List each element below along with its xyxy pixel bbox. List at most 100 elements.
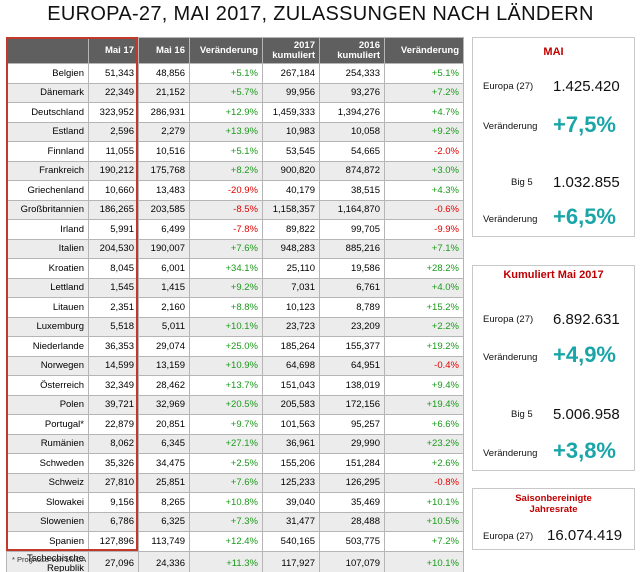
cell-mai16: 6,499	[138, 219, 190, 240]
cell-change: +7.6%	[189, 238, 263, 259]
cell-country: Frankreich	[6, 160, 89, 181]
cell-country: Litauen	[6, 297, 89, 318]
cell-mai17: 14,599	[88, 355, 139, 376]
cell-cum2017: 117,927	[262, 550, 320, 572]
cell-cum-change: +7.1%	[384, 238, 464, 259]
cell-cum2017: 205,583	[262, 394, 320, 415]
cell-mai16: 10,516	[138, 141, 190, 162]
cell-cum-change: -2.0%	[384, 141, 464, 162]
cell-mai16: 34,475	[138, 453, 190, 474]
table-row: Slowenien 6,786 6,325 +7.3% 31,477 28,488 +10.…	[6, 511, 464, 532]
cell-cum2017: 267,184	[262, 63, 320, 84]
panel-saison-europa-label: Europa (27)	[483, 531, 534, 542]
cell-cum2016: 93,276	[319, 82, 385, 103]
cell-cum2017: 948,283	[262, 238, 320, 259]
cell-mai17: 2,596	[88, 121, 139, 142]
cell-country: Norwegen	[6, 355, 89, 376]
cell-cum2017: 64,698	[262, 355, 320, 376]
table-row: Dänemark 22,349 21,152 +5.7% 99,956 93,276 +7.…	[6, 82, 464, 103]
table-row: Spanien 127,896 113,749 +12.4% 540,165 503,77…	[6, 531, 464, 552]
cell-cum2016: 138,019	[319, 375, 385, 396]
cell-cum-change: +5.1%	[384, 63, 464, 84]
cell-mai16: 2,160	[138, 297, 190, 318]
cell-change: +10.1%	[189, 316, 263, 337]
cell-cum-change: -0.6%	[384, 199, 464, 220]
cell-cum2016: 10,058	[319, 121, 385, 142]
cell-mai16: 8,265	[138, 492, 190, 513]
header-country	[6, 37, 89, 64]
cell-change: -8.5%	[189, 199, 263, 220]
cell-change: +12.4%	[189, 531, 263, 552]
panel-mai-big5-label: Big 5	[511, 177, 533, 188]
cell-cum2016: 155,377	[319, 336, 385, 357]
panel-mai-europa-label: Europa (27)	[483, 81, 534, 92]
panel-mai-chg-label: Veränderung	[483, 121, 538, 132]
cell-mai16: 2,279	[138, 121, 190, 142]
cell-cum-change: +19.4%	[384, 394, 464, 415]
cell-mai16: 29,074	[138, 336, 190, 357]
cell-cum2017: 7,031	[262, 277, 320, 298]
cell-mai16: 13,159	[138, 355, 190, 376]
table-row: Großbritannien 186,265 203,585 -8.5% 1,158,3…	[6, 199, 464, 220]
cell-cum-change: +3.0%	[384, 160, 464, 181]
cell-country: Rumänien	[6, 433, 89, 454]
table-row: Schweden 35,326 34,475 +2.5% 155,206 151,284 +…	[6, 453, 464, 474]
cell-mai16: 203,585	[138, 199, 190, 220]
cell-cum2016: 29,990	[319, 433, 385, 454]
panel-kum-heading: Kumuliert Mai 2017	[503, 269, 604, 281]
cell-change: +8.8%	[189, 297, 263, 318]
cell-country: Lettland	[6, 277, 89, 298]
cell-country: Slowenien	[6, 511, 89, 532]
panel-mai-europa-value: 1.425.420	[553, 78, 620, 95]
cell-mai16: 48,856	[138, 63, 190, 84]
cell-mai16: 20,851	[138, 414, 190, 435]
cell-cum2017: 101,563	[262, 414, 320, 435]
table-row: Irland 5,991 6,499 -7.8% 89,822 99,705 -9.9%	[6, 219, 464, 240]
cell-mai17: 10,660	[88, 180, 139, 201]
panel-kum-big5-chg-value: +3,8%	[553, 438, 616, 463]
page-title: EUROPA-27, MAI 2017, ZULASSUNGEN NACH LÄ…	[47, 3, 594, 25]
header-mai17: Mai 17	[88, 37, 139, 64]
table-header-row: Mai 17 Mai 16 Veränderung 2017 kumuliert…	[6, 37, 464, 64]
cell-change: +12.9%	[189, 102, 263, 123]
cell-cum2017: 155,206	[262, 453, 320, 474]
cell-mai16: 5,011	[138, 316, 190, 337]
table-row: Finnland 11,055 10,516 +5.1% 53,545 54,665 -2.…	[6, 141, 464, 162]
cell-cum2017: 53,545	[262, 141, 320, 162]
table-row: Polen 39,721 32,969 +20.5% 205,583 172,156 +19…	[6, 394, 464, 415]
cell-cum2016: 35,469	[319, 492, 385, 513]
cell-change: -7.8%	[189, 219, 263, 240]
cell-cum-change: +28.2%	[384, 258, 464, 279]
cell-country: Irland	[6, 219, 89, 240]
header-cum2016: 2016 kumuliert	[319, 37, 385, 64]
cell-mai17: 2,351	[88, 297, 139, 318]
cell-cum-change: +4.3%	[384, 180, 464, 201]
cell-cum-change: +9.2%	[384, 121, 464, 142]
cell-change: +9.7%	[189, 414, 263, 435]
cell-mai17: 8,062	[88, 433, 139, 454]
cell-cum2017: 36,961	[262, 433, 320, 454]
cell-cum2017: 39,040	[262, 492, 320, 513]
cell-cum2016: 254,333	[319, 63, 385, 84]
cell-country: Finnland	[6, 141, 89, 162]
cell-cum2016: 1,164,870	[319, 199, 385, 220]
cell-mai17: 11,055	[88, 141, 139, 162]
cell-mai17: 204,530	[88, 238, 139, 259]
table-row: Kroatien 8,045 6,001 +34.1% 25,110 19,586 +28.…	[6, 258, 464, 279]
header-mai16: Mai 16	[138, 37, 190, 64]
cell-cum2016: 8,789	[319, 297, 385, 318]
cell-mai17: 5,991	[88, 219, 139, 240]
panel-mai-chg-value: +7,5%	[553, 112, 616, 137]
panel-kum-big5-chg-label: Veränderung	[483, 448, 538, 459]
table-row: Italien 204,530 190,007 +7.6% 948,283 885,216…	[6, 238, 464, 259]
cell-change: +13.7%	[189, 375, 263, 396]
cell-mai16: 6,001	[138, 258, 190, 279]
cell-country: Dänemark	[6, 82, 89, 103]
panel-kum-europa-value: 6.892.631	[553, 311, 620, 328]
cell-cum-change: +10.1%	[384, 492, 464, 513]
cell-cum-change: -9.9%	[384, 219, 464, 240]
cell-cum2017: 540,165	[262, 531, 320, 552]
cell-cum2017: 185,264	[262, 336, 320, 357]
cell-cum-change: +10.5%	[384, 511, 464, 532]
cell-mai16: 1,415	[138, 277, 190, 298]
